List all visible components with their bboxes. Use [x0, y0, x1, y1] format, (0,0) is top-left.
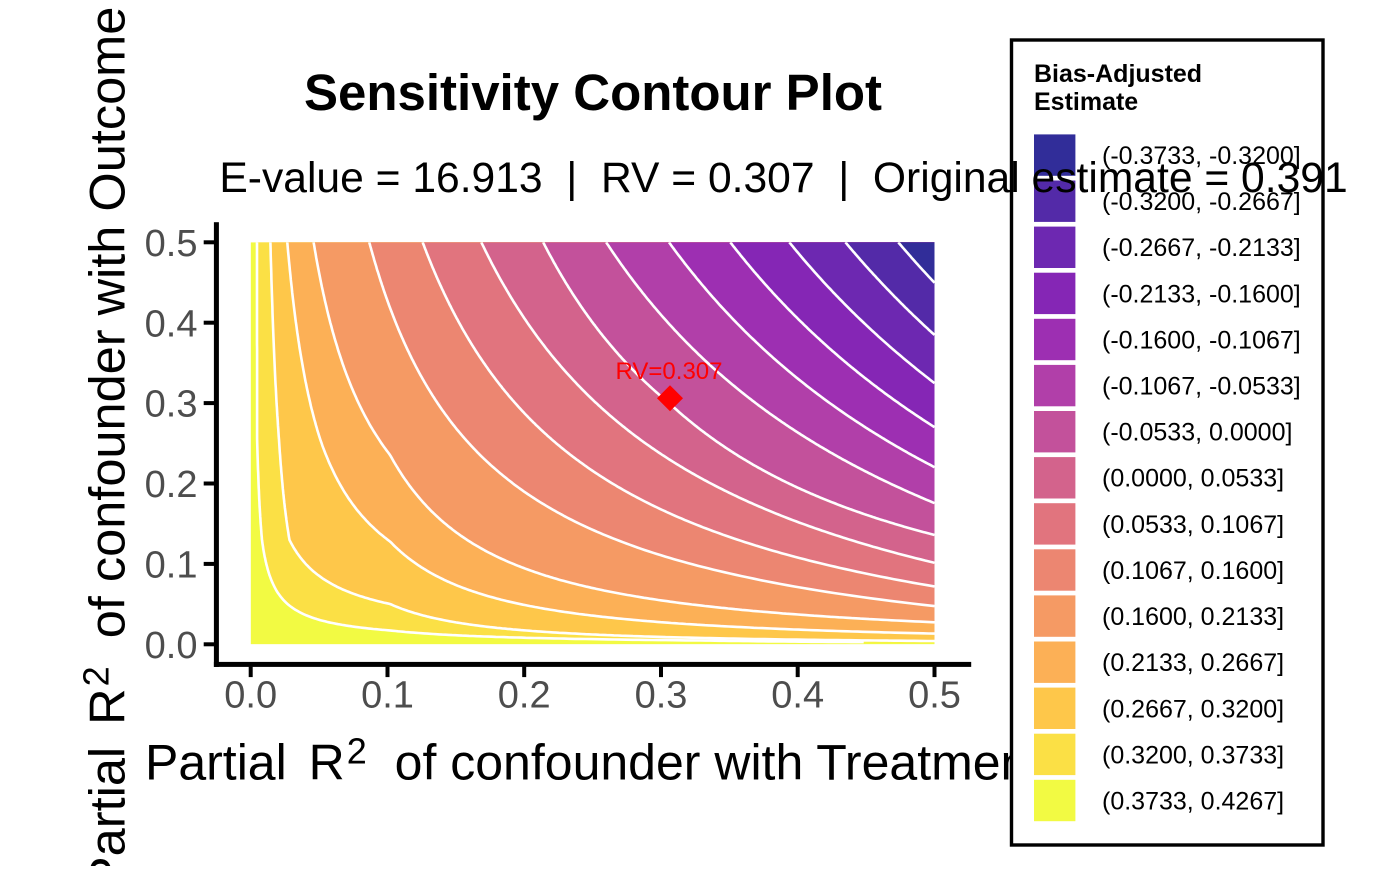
- svg-text:Bias-Adjusted: Bias-Adjusted: [1034, 60, 1202, 88]
- svg-text:0.3: 0.3: [635, 675, 688, 717]
- svg-text:0.4: 0.4: [771, 675, 824, 717]
- svg-text:(-0.2133, -0.1600]: (-0.2133, -0.1600]: [1102, 280, 1301, 308]
- svg-text:(-0.3200, -0.2667]: (-0.3200, -0.2667]: [1102, 188, 1301, 216]
- svg-text:(0.0000, 0.0533]: (0.0000, 0.0533]: [1102, 465, 1284, 493]
- svg-text:0.5: 0.5: [145, 223, 198, 265]
- svg-text:(-0.1067, -0.0533]: (-0.1067, -0.0533]: [1102, 373, 1301, 401]
- svg-text:0.4: 0.4: [145, 303, 198, 345]
- svg-text:RV=0.307: RV=0.307: [616, 358, 723, 385]
- svg-text:0.1: 0.1: [361, 675, 414, 717]
- svg-text:(0.2133, 0.2667]: (0.2133, 0.2667]: [1102, 649, 1284, 677]
- svg-text:Sensitivity Contour Plot: Sensitivity Contour Plot: [304, 64, 882, 121]
- svg-text:0.2: 0.2: [145, 464, 198, 506]
- svg-text:(0.1600, 0.2133]: (0.1600, 0.2133]: [1102, 603, 1284, 631]
- svg-text:0.5: 0.5: [908, 675, 961, 717]
- svg-text:E-value = 16.913 | RV = 0.30: E-value = 16.913 | RV = 0.307 | Original…: [219, 154, 1347, 202]
- svg-text:0.2: 0.2: [498, 675, 551, 717]
- svg-text:(0.1067, 0.1600]: (0.1067, 0.1600]: [1102, 557, 1284, 585]
- svg-text:0.0: 0.0: [224, 675, 277, 717]
- svg-text:(0.2667, 0.3200]: (0.2667, 0.3200]: [1102, 695, 1284, 723]
- svg-text:(0.3200, 0.3733]: (0.3200, 0.3733]: [1102, 741, 1284, 769]
- svg-text:0.3: 0.3: [145, 384, 198, 426]
- svg-text:Partial R2 of confounder with: Partial R2 of confounder with Outcome: [76, 7, 136, 866]
- svg-text:0.0: 0.0: [145, 625, 198, 667]
- svg-text:(-0.1600, -0.1067]: (-0.1600, -0.1067]: [1102, 326, 1301, 354]
- svg-text:0.1: 0.1: [145, 545, 198, 587]
- svg-text:(-0.2667, -0.2133]: (-0.2667, -0.2133]: [1102, 234, 1301, 262]
- svg-text:(-0.0533, 0.0000]: (-0.0533, 0.0000]: [1102, 419, 1292, 447]
- svg-text:(-0.3733, -0.3200]: (-0.3733, -0.3200]: [1102, 142, 1301, 170]
- svg-text:(0.0533, 0.1067]: (0.0533, 0.1067]: [1102, 511, 1284, 539]
- svg-text:Partial R2 of confounder with: Partial R2 of confounder with Treatment: [145, 730, 1042, 790]
- svg-text:Estimate: Estimate: [1034, 88, 1138, 116]
- svg-text:(0.3733, 0.4267]: (0.3733, 0.4267]: [1102, 788, 1284, 816]
